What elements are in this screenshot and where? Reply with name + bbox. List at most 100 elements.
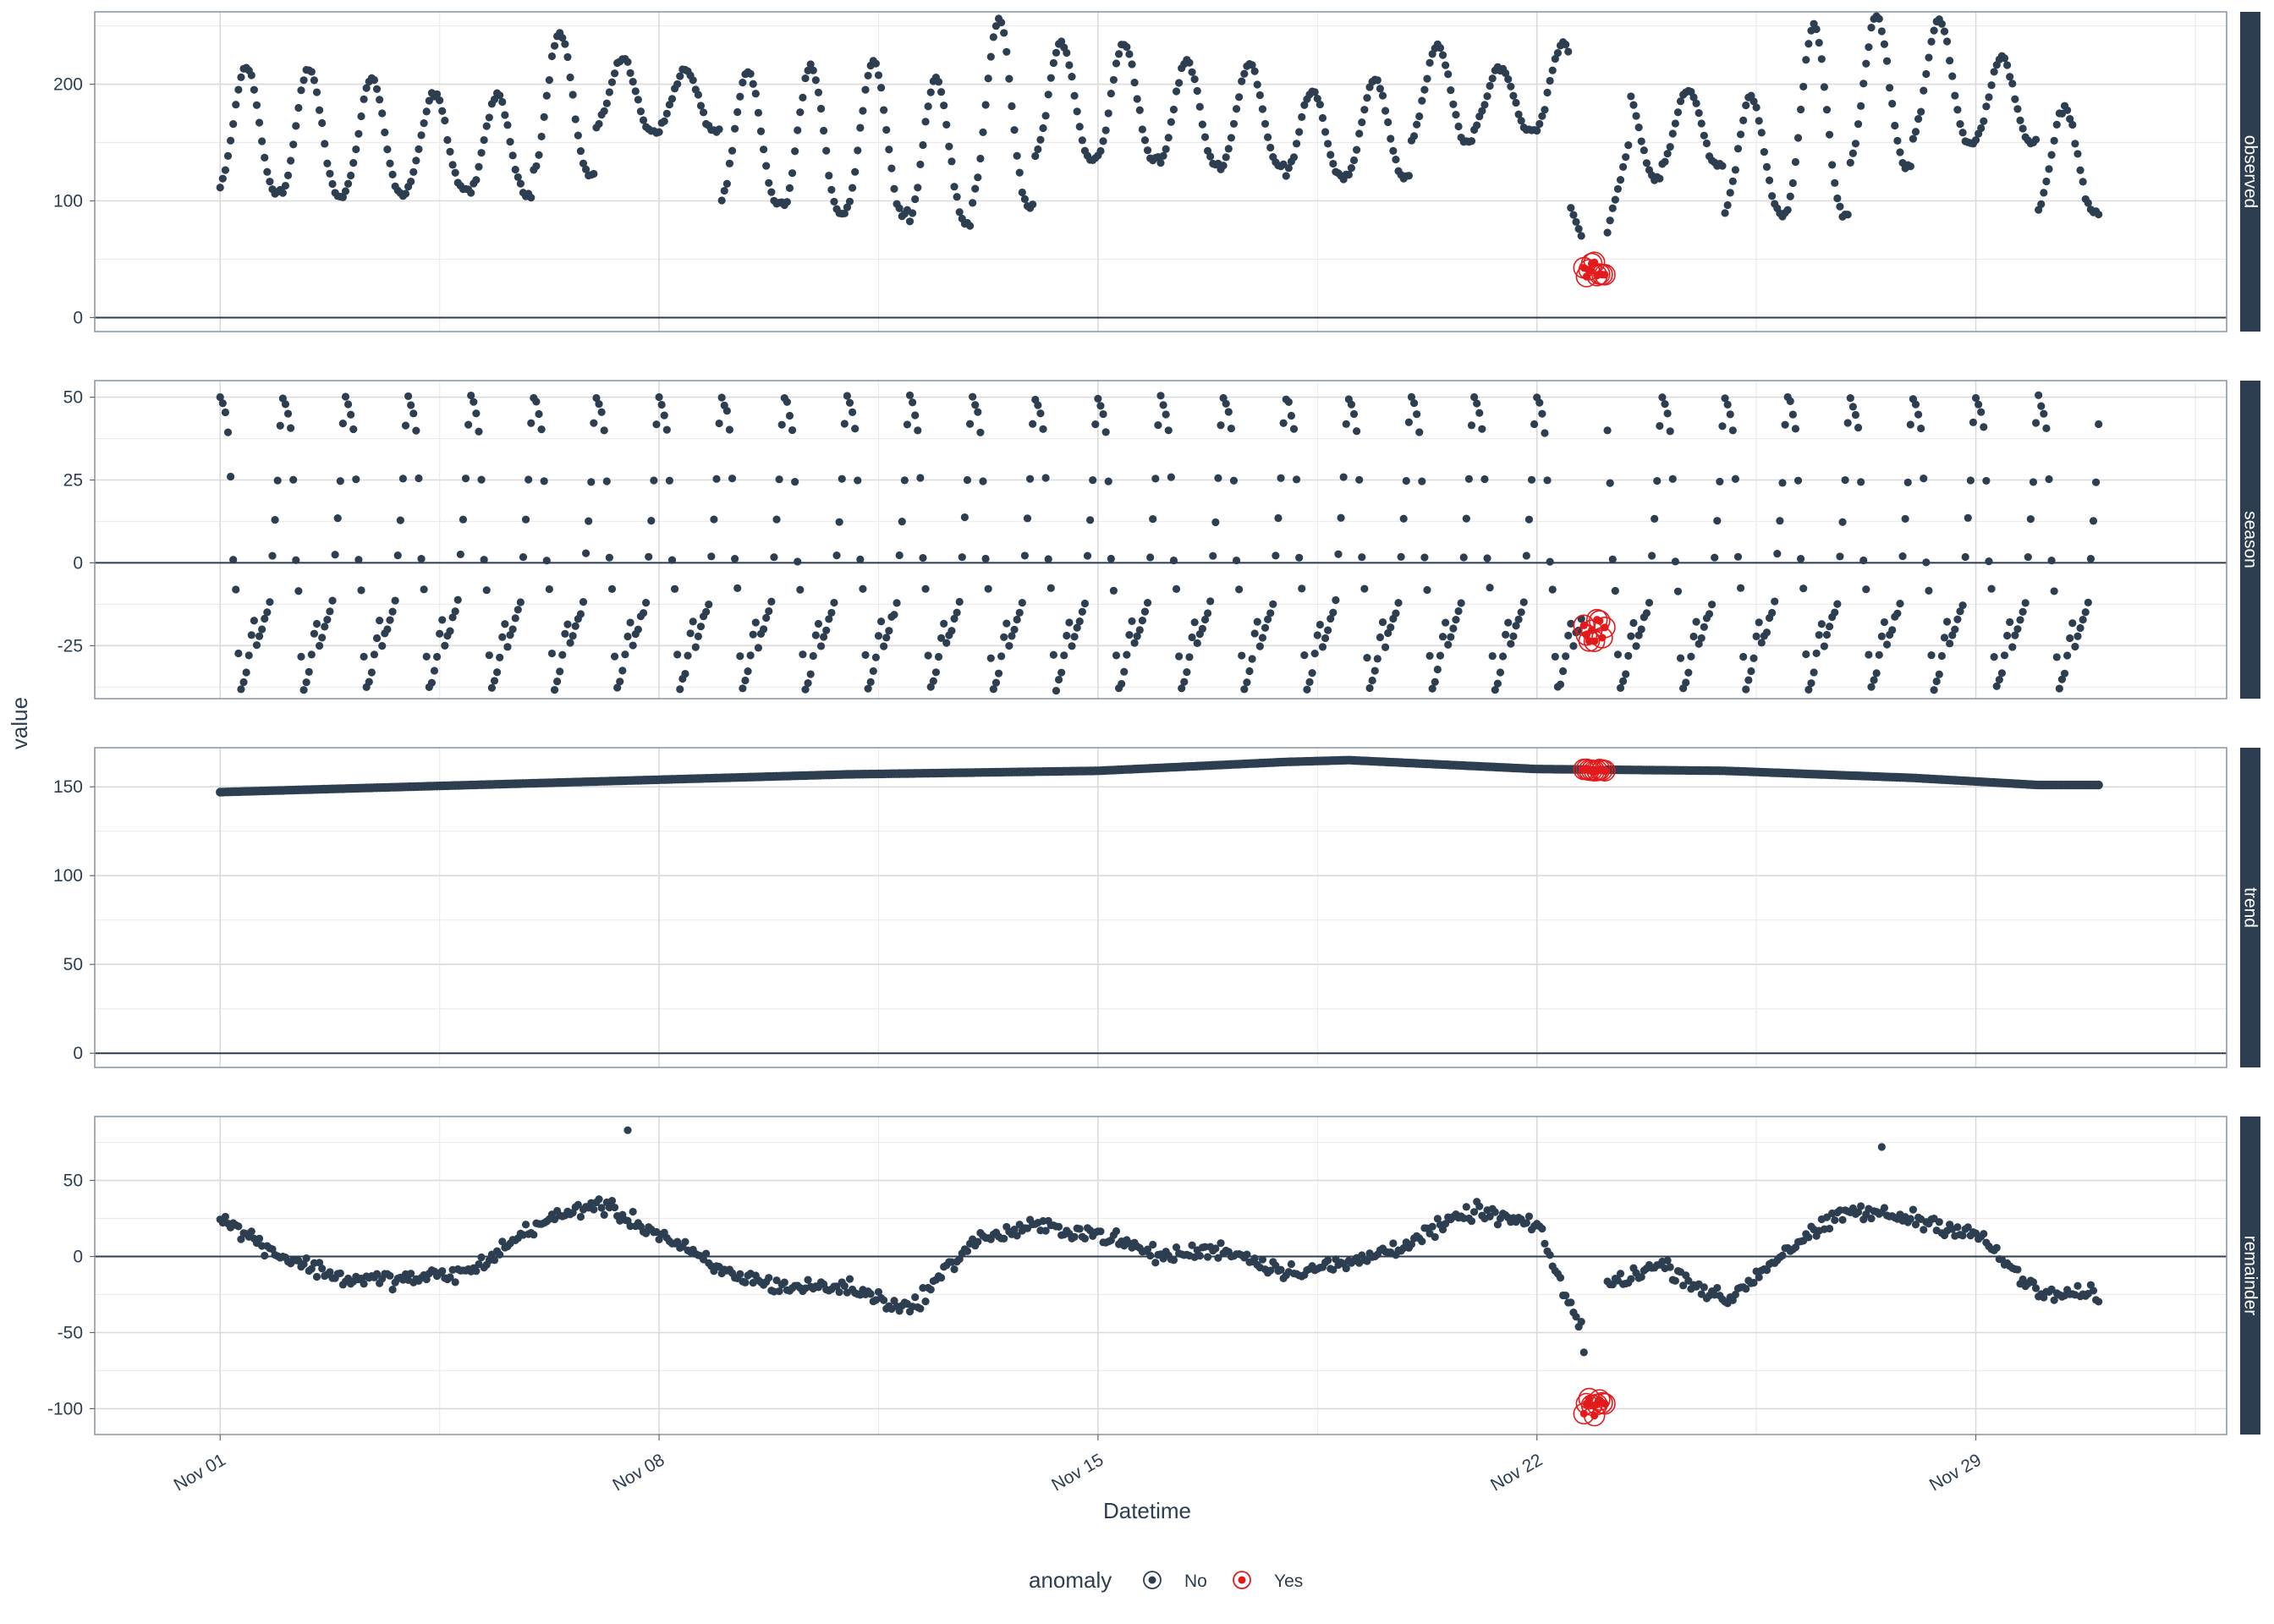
- data-point: [1804, 40, 1813, 48]
- data-point: [911, 1293, 920, 1302]
- data-point: [1089, 476, 1097, 485]
- data-point: [788, 425, 797, 435]
- data-point: [1243, 1250, 1251, 1259]
- data-point: [741, 676, 750, 685]
- data-point: [1200, 615, 1210, 624]
- data-point: [751, 90, 760, 98]
- data-point: [1788, 410, 1797, 419]
- data-point: [1431, 678, 1439, 686]
- data-point: [1298, 112, 1306, 121]
- data-point: [503, 121, 512, 129]
- data-point: [357, 112, 365, 121]
- data-point: [1942, 617, 1952, 626]
- data-point: [1502, 69, 1510, 78]
- data-point: [438, 107, 447, 115]
- data-point: [438, 616, 447, 624]
- data-point: [1368, 676, 1376, 685]
- data-point: [684, 651, 692, 660]
- data-point: [223, 151, 233, 160]
- data-point: [652, 420, 661, 429]
- data-point: [1078, 607, 1086, 616]
- legend-key-dot: [1148, 1576, 1156, 1584]
- data-point: [1480, 101, 1489, 109]
- data-point: [343, 400, 353, 409]
- data-point: [1015, 608, 1024, 617]
- data-point: [1378, 618, 1387, 627]
- data-point: [1616, 175, 1625, 184]
- data-point: [689, 76, 697, 85]
- data-point: [665, 476, 674, 485]
- data-point: [1671, 1276, 1679, 1285]
- data-point: [376, 96, 384, 104]
- data-point: [409, 167, 418, 176]
- data-point: [1603, 426, 1612, 435]
- data-point: [1971, 393, 1980, 403]
- data-point: [1647, 551, 1656, 560]
- data-point: [1039, 425, 1047, 433]
- data-point: [1514, 615, 1523, 623]
- data-point: [223, 428, 233, 436]
- data-point: [1264, 133, 1272, 141]
- data-point: [796, 585, 805, 594]
- data-point: [1848, 149, 1857, 157]
- data-point: [694, 91, 702, 99]
- data-point: [1935, 670, 1943, 678]
- facet-strip: [2240, 748, 2260, 1067]
- data-point: [266, 178, 274, 186]
- data-point: [1298, 584, 1306, 593]
- data-point: [806, 670, 815, 678]
- data-point: [1969, 418, 1978, 426]
- data-point: [347, 171, 355, 180]
- data-point: [1034, 401, 1042, 409]
- data-point: [869, 667, 877, 676]
- data-point: [1548, 585, 1557, 594]
- data-point: [780, 1278, 788, 1287]
- data-point: [1015, 168, 1024, 177]
- data-point: [480, 556, 488, 564]
- data-point: [412, 426, 420, 435]
- data-point: [916, 1304, 925, 1313]
- data-point: [1611, 586, 1619, 595]
- data-point: [432, 90, 442, 98]
- data-point: [1128, 617, 1136, 626]
- data-point: [1619, 677, 1628, 685]
- data-point: [861, 85, 870, 94]
- data-point: [2019, 124, 2027, 133]
- data-point: [1214, 474, 1222, 482]
- data-point: [830, 197, 838, 206]
- data-point: [1872, 669, 1881, 678]
- data-point: [655, 128, 663, 136]
- data-point: [856, 555, 865, 563]
- data-point: [1692, 617, 1700, 626]
- data-point: [934, 652, 943, 661]
- data-point: [1932, 677, 1941, 686]
- data-point: [263, 608, 272, 617]
- data-point: [430, 667, 439, 675]
- data-point: [890, 611, 898, 619]
- data-point: [1567, 619, 1575, 628]
- data-point: [1572, 1313, 1580, 1321]
- data-point: [905, 391, 915, 399]
- data-point: [1697, 119, 1706, 128]
- data-point: [1065, 618, 1074, 627]
- data-point: [590, 419, 598, 427]
- data-point: [1793, 476, 1803, 485]
- data-point: [1684, 1276, 1693, 1285]
- data-point: [1104, 477, 1112, 486]
- data-point: [2084, 199, 2092, 207]
- data-point: [525, 475, 533, 484]
- data-point: [2084, 598, 2092, 607]
- data-point: [1454, 122, 1463, 131]
- data-point: [2040, 1293, 2048, 1302]
- data-point: [751, 618, 760, 627]
- data-point: [1535, 119, 1544, 129]
- data-point: [1178, 684, 1186, 693]
- data-point: [746, 651, 755, 660]
- data-point: [576, 610, 585, 618]
- data-point: [2081, 608, 2090, 617]
- data-point: [563, 620, 572, 628]
- data-point: [292, 122, 300, 130]
- data-point: [1708, 601, 1716, 609]
- data-point: [1882, 57, 1892, 65]
- data-point: [1258, 105, 1267, 113]
